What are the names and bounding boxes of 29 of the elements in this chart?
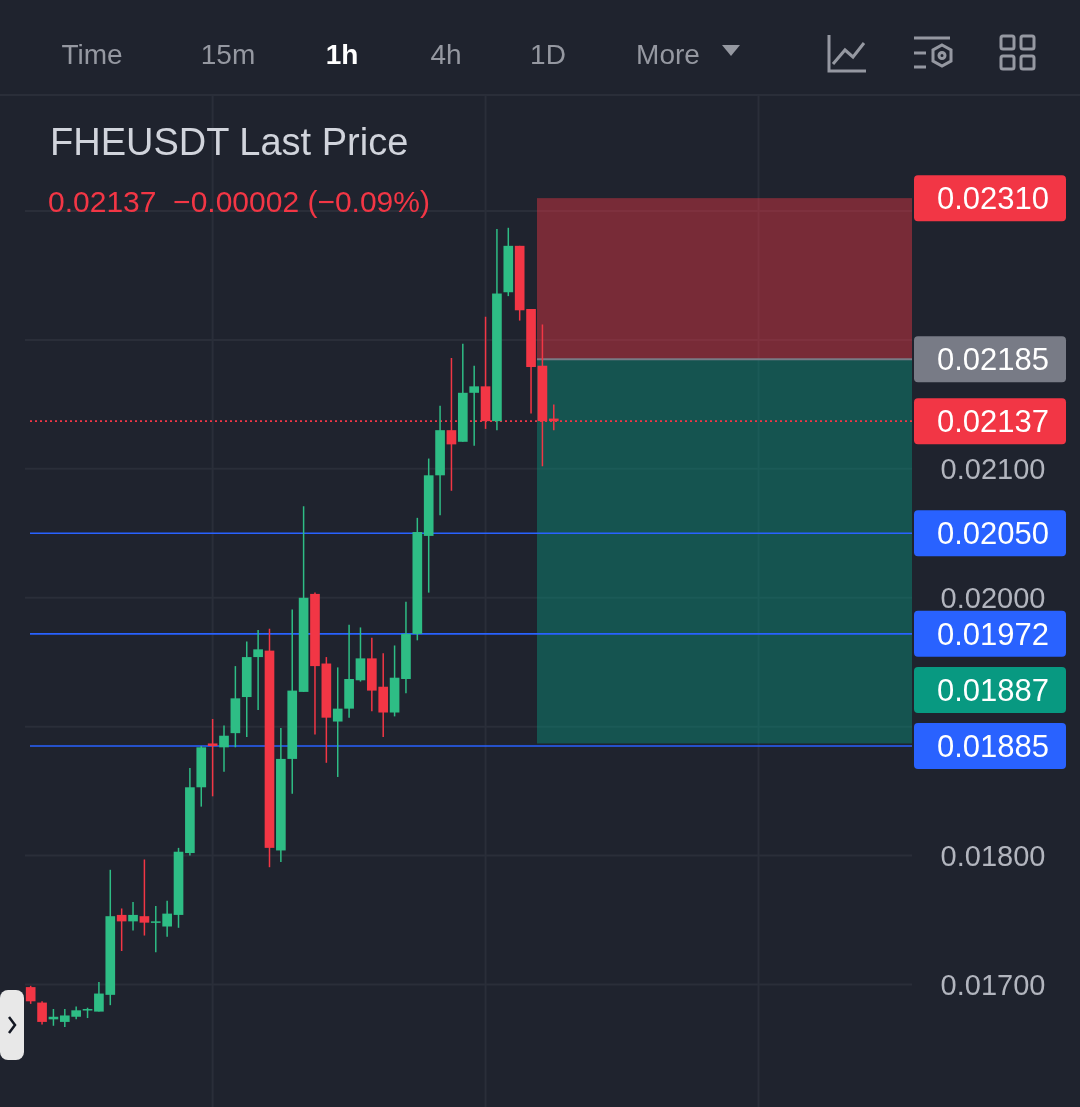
candlestick [128,901,138,932]
candlestick [332,666,343,778]
ref-line-label: 0.02050 [936,516,1050,552]
ref-line-label: 0.02185 [936,342,1050,378]
candlestick [219,724,229,773]
candlestick [139,858,150,937]
band-label: 0.01887 [936,673,1050,709]
text: 1h [325,39,359,71]
candlestick [37,1000,47,1026]
text: 0.02137 −0.00002 (−0.09%) [48,184,430,218]
text: FHEUSDT Last Price [50,120,409,163]
text: More [636,39,700,71]
text: 4h [430,39,462,71]
y-tick-label: 0.02100 [940,453,1046,486]
candlestick [25,985,36,1005]
candlestick [253,629,263,711]
ref-line-label: 0.01972 [936,617,1050,653]
text: 15m [200,39,256,71]
candlestick [207,718,218,798]
y-tick-label: 0.01700 [940,968,1046,1001]
y-tick-label: 0.02000 [940,582,1046,615]
ref-line-label: 0.02137 [936,404,1050,440]
text: 1D [530,39,566,71]
candlestick [355,626,366,683]
ref-line-label: 0.01885 [936,729,1050,765]
y-tick-label: 0.01800 [940,840,1046,873]
text: Time [61,39,123,71]
candlestick [469,364,480,447]
band-label: 0.02310 [936,181,1050,217]
